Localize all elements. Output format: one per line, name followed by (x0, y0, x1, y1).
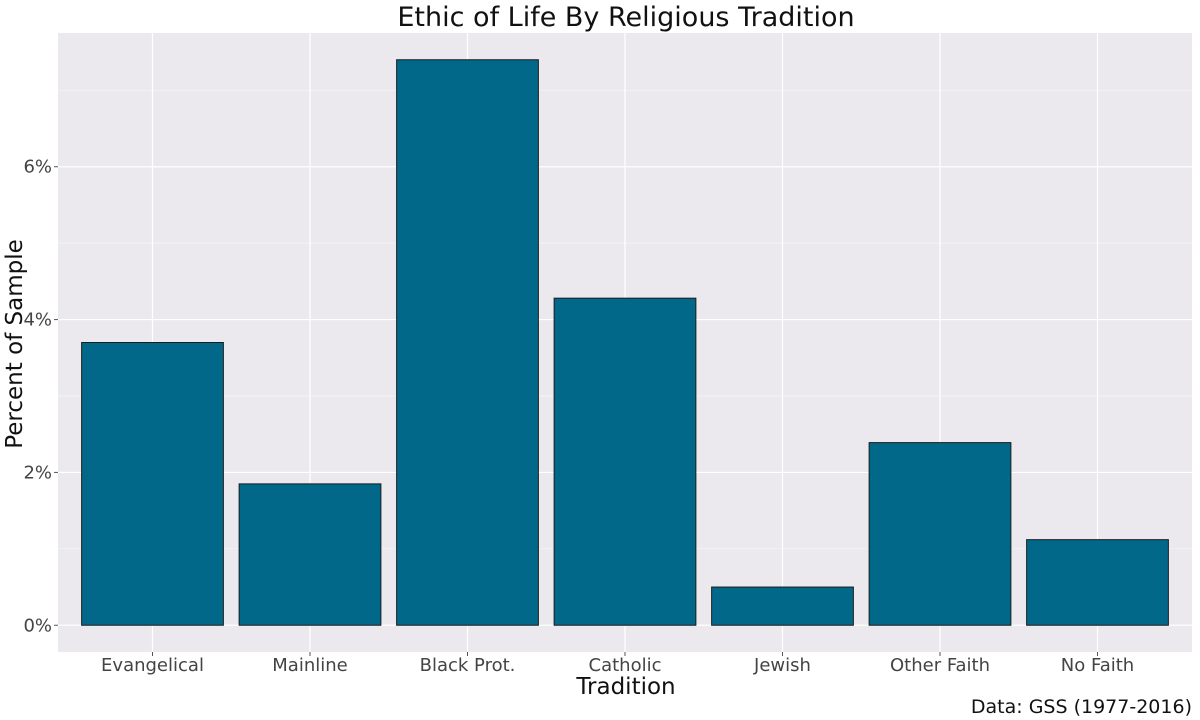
bar-catholic (553, 297, 697, 626)
x-tick-label: Jewish (753, 655, 811, 676)
bar-evangelical (81, 342, 224, 626)
bars (81, 59, 1169, 626)
bar-no-faith (1026, 539, 1169, 626)
bar-other-faith (868, 442, 1012, 626)
bar-black-prot (396, 59, 539, 626)
y-tick-label: 2% (23, 462, 52, 483)
x-tick-label: No Faith (1061, 655, 1134, 676)
bar-jewish (711, 586, 854, 626)
tick-labels: 0% 2% 4% 6% Evangelical Mainline Black Prot. Ca… (23, 157, 1134, 676)
bar-mainline (238, 483, 382, 626)
x-tick-label: Evangelical (101, 655, 204, 676)
y-tick-label: 0% (23, 615, 52, 636)
x-tick-label: Catholic (589, 655, 662, 676)
x-tick-label: Other Faith (890, 655, 990, 676)
chart-title: Ethic of Life By Religious Tradition (397, 2, 854, 33)
x-axis-title: Tradition (575, 674, 675, 700)
data-source-caption: Data: GSS (1977-2016) (971, 696, 1192, 718)
y-tick-label: 6% (23, 157, 52, 178)
axes (54, 166, 1098, 656)
x-tick-label: Mainline (272, 655, 347, 676)
y-axis-title: Percent of Sample (2, 239, 28, 449)
y-tick-label: 4% (23, 310, 52, 331)
x-tick-label: Black Prot. (420, 655, 516, 676)
